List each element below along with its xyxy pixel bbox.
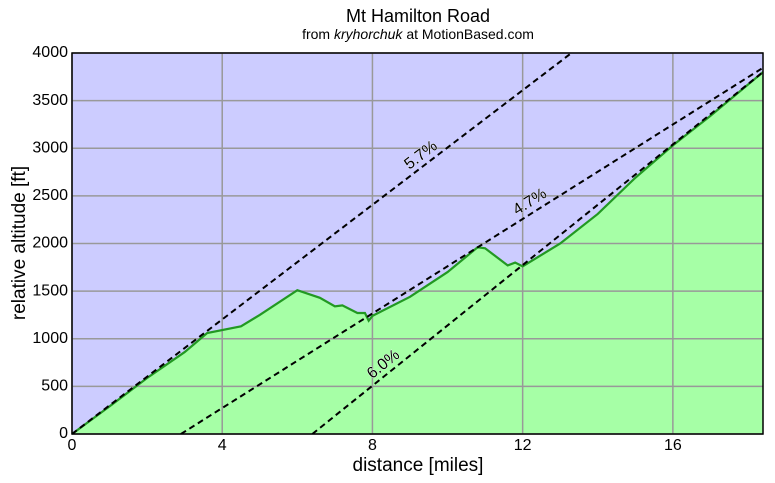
- y-tick-label: 3000: [32, 139, 68, 156]
- x-tick-label: 16: [664, 437, 682, 454]
- y-axis-label: relative altitude [ft]: [9, 166, 30, 320]
- x-tick-label: 4: [218, 437, 227, 454]
- y-tick-label: 1000: [32, 330, 68, 347]
- y-tick-label: 500: [41, 378, 68, 395]
- y-tick-label: 0: [59, 425, 68, 442]
- chart-title: Mt Hamilton Road: [346, 6, 490, 26]
- chart-subtitle: from kryhorchuk at MotionBased.com: [302, 26, 534, 42]
- subtitle-author: kryhorchuk: [334, 26, 403, 42]
- area-fill: [72, 72, 763, 435]
- subtitle-prefix: from: [302, 26, 330, 42]
- x-axis-label: distance [miles]: [353, 455, 484, 476]
- x-tick-label: 12: [514, 437, 532, 454]
- plot-frame: [71, 52, 764, 435]
- x-tick-label: 0: [68, 437, 77, 454]
- grade-line: [311, 71, 763, 434]
- grade-line: [72, 53, 573, 434]
- y-tick-label: 1500: [32, 282, 68, 299]
- y-tick-label: 2000: [32, 235, 68, 252]
- y-tick-label: 4000: [32, 44, 68, 61]
- grade-line: [180, 66, 763, 434]
- profile-line: [71, 71, 764, 435]
- subtitle-suffix: at MotionBased.com: [406, 26, 534, 42]
- x-tick-label: 8: [368, 437, 377, 454]
- y-tick-label: 2500: [32, 187, 68, 204]
- y-tick-label: 3500: [32, 92, 68, 109]
